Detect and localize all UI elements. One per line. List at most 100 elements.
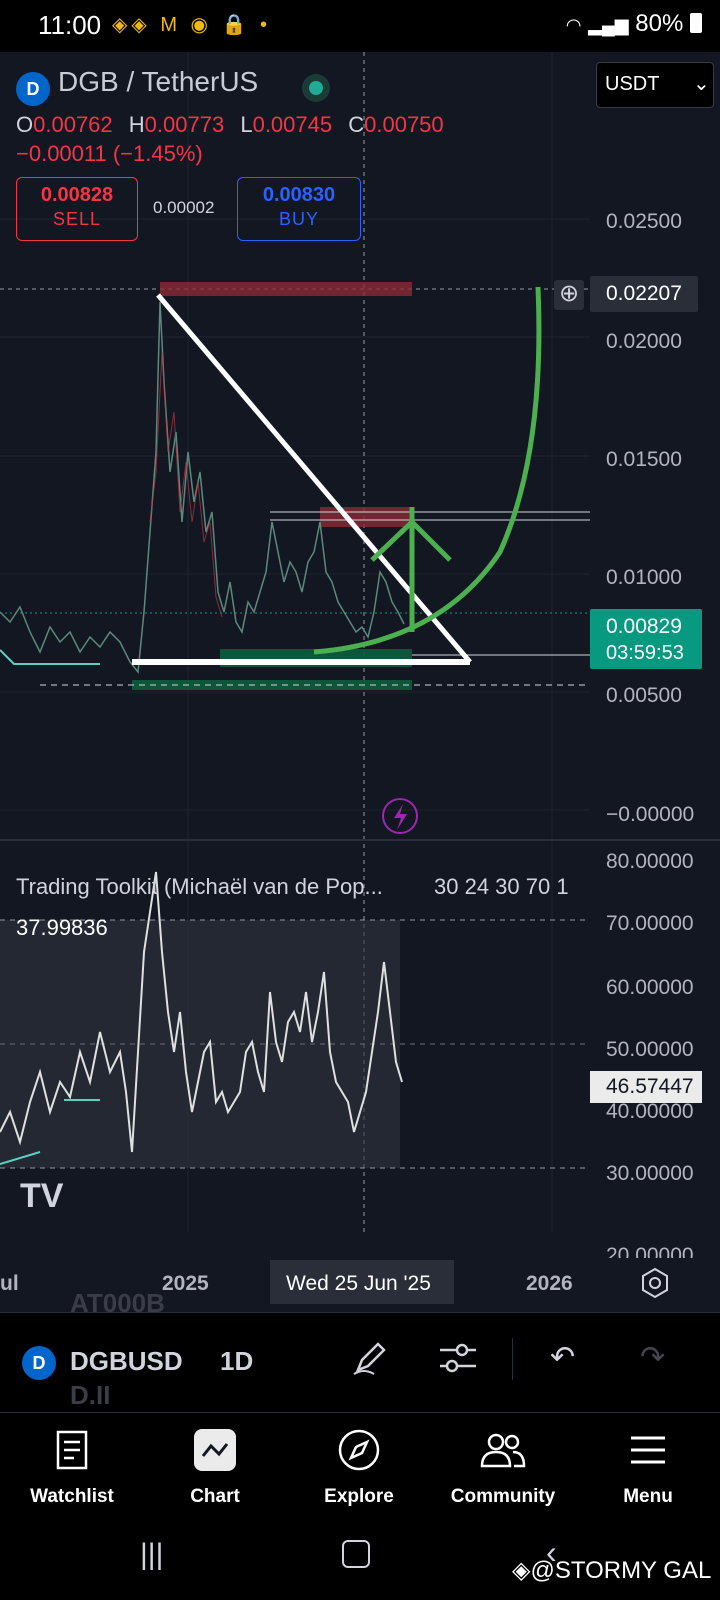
indicator-axis-label: 80.00000 xyxy=(606,850,694,873)
price-axis-label: 0.00500 xyxy=(606,684,682,707)
compass-icon xyxy=(338,1429,380,1471)
watermark-text: @STORMY GAL xyxy=(530,1557,712,1584)
chart-canvas[interactable]: TV xyxy=(0,52,720,1312)
resistance-zone-mid xyxy=(320,507,412,527)
market-status-icon[interactable] xyxy=(302,74,330,102)
nav-label: Menu xyxy=(623,1486,673,1507)
up-arrow-head xyxy=(370,518,452,562)
buy-label: BUY xyxy=(278,209,319,229)
community-icon xyxy=(480,1433,526,1468)
nav-label: Chart xyxy=(190,1486,240,1507)
crosshair-price-tag: 0.02207 xyxy=(590,276,698,312)
time-axis-label: 2026 xyxy=(526,1272,573,1295)
status-time: 11:00 xyxy=(38,10,102,40)
crosshair-price: 0.02207 xyxy=(606,282,682,305)
indicator-params: 30 24 30 70 1 xyxy=(434,874,569,899)
back-icon[interactable]: ‹ xyxy=(546,1534,557,1570)
indicator-current: 46.57447 xyxy=(606,1075,694,1098)
watchlist-icon xyxy=(56,1430,88,1470)
toolbar-symbol[interactable]: DGBUSD xyxy=(70,1346,183,1376)
buy-price: 0.00830 xyxy=(262,184,336,206)
price-axis-label: 0.02500 xyxy=(606,210,682,233)
interval-button[interactable]: 1D xyxy=(220,1346,254,1376)
signal-icon: ▂▄▆ xyxy=(588,15,629,35)
lightning-bolt xyxy=(394,804,407,830)
add-alert-icon[interactable]: ⊕ xyxy=(554,280,584,310)
notification-icons: ◈◈ M ◉ 🔒 • xyxy=(112,14,272,36)
menu-icon xyxy=(631,1436,665,1464)
chart-icon xyxy=(194,1429,236,1471)
lightning-icon[interactable] xyxy=(382,798,418,834)
buy-button[interactable]: 0.00830 BUY xyxy=(237,177,361,241)
price-axis-label: 0.01000 xyxy=(606,566,682,589)
indicator-axis-label: 40.00000 xyxy=(606,1100,694,1123)
time-axis-label: 2025 xyxy=(162,1272,209,1295)
last-price-tag: 0.00829 03:59:53 xyxy=(590,609,702,669)
price-axis-label: −0.00000 xyxy=(606,803,695,826)
descending-trendline xyxy=(156,293,472,664)
toolbar-divider xyxy=(512,1338,513,1380)
indicator-current-tag: 46.57447 xyxy=(590,1071,702,1103)
spread-value: 0.00002 xyxy=(153,198,215,217)
nav-community[interactable]: Community xyxy=(443,1424,563,1508)
nav-watchlist[interactable]: Watchlist xyxy=(12,1424,132,1508)
price-change: −0.00011 (−1.45%) xyxy=(16,141,203,166)
high-value: 0.00773 xyxy=(144,112,225,137)
indicator-settings-icon[interactable] xyxy=(438,1340,478,1376)
status-right: ◠ ▂▄▆ 80% xyxy=(566,10,702,38)
drawing-tool-icon[interactable] xyxy=(350,1338,390,1378)
indicator-axis-label: 20.00000 xyxy=(606,1244,694,1258)
ghost-text: D.II xyxy=(70,1380,111,1410)
open-label: O xyxy=(16,112,34,137)
ghost-text: AT000B xyxy=(70,1288,165,1318)
undo-icon[interactable]: ↶ xyxy=(550,1341,576,1374)
low-value: 0.00745 xyxy=(252,112,333,137)
resistance-zone-top xyxy=(160,282,412,296)
price-series xyxy=(0,301,405,674)
sell-button[interactable]: 0.00828 SELL xyxy=(16,177,138,241)
currency-select[interactable]: USDT ⌄ xyxy=(596,62,714,108)
last-price: 0.00829 xyxy=(606,615,682,638)
battery-level: 80% xyxy=(635,10,684,37)
sell-price: 0.00828 xyxy=(40,184,114,206)
binance-icon: ◈ xyxy=(512,1557,531,1584)
price-series-down xyxy=(149,351,223,618)
indicator-axis-label: 60.00000 xyxy=(606,976,694,999)
open-value: 0.00762 xyxy=(33,112,113,137)
nav-label: Watchlist xyxy=(30,1486,114,1507)
dgb-logo: D xyxy=(16,72,50,106)
time-axis-label: ul xyxy=(0,1272,19,1295)
indicator-axis-label: 50.00000 xyxy=(606,1038,694,1061)
close-label: C xyxy=(348,112,365,137)
price-axis-label: 0.01500 xyxy=(606,448,682,471)
price-axis-label: 0.02000 xyxy=(606,330,682,353)
ohlc-readout: O0.00762 H0.00773 L0.00745 C0.00750 xyxy=(16,112,454,138)
low-label: L xyxy=(240,112,253,137)
recents-icon[interactable]: ||| xyxy=(140,1538,164,1571)
nav-explore[interactable]: Explore xyxy=(299,1424,419,1508)
indicator-title[interactable]: Trading Toolkit (Michaël van de Pop... xyxy=(16,874,383,899)
crosshair-date-tag: Wed 25 Jun '25 xyxy=(270,1260,454,1304)
indicator-axis-label: 70.00000 xyxy=(606,912,694,935)
watermark: ◈@STORMY GAL xyxy=(512,1556,711,1585)
chevron-down-icon: ⌄ xyxy=(693,73,710,95)
symbol-title[interactable]: DGB / TetherUS xyxy=(58,66,259,97)
crosshair-date: Wed 25 Jun '25 xyxy=(286,1272,431,1295)
tradingview-logo: TV xyxy=(20,1177,64,1215)
nav-chart[interactable]: Chart xyxy=(155,1424,275,1508)
close-value: 0.00750 xyxy=(364,112,444,137)
home-icon[interactable] xyxy=(342,1540,370,1568)
indicator-line xyxy=(0,871,403,1153)
indicator-signal-1 xyxy=(0,1151,41,1165)
currency-value: USDT xyxy=(605,73,660,95)
status-bar: 11:00 ◈◈ M ◉ 🔒 • ◠ ▂▄▆ 80% xyxy=(0,0,720,52)
nav-label: Community xyxy=(450,1486,556,1507)
wifi-icon: ◠ xyxy=(565,15,582,35)
nav-menu[interactable]: Menu xyxy=(588,1424,708,1508)
dgb-logo: D xyxy=(22,1346,56,1380)
battery-icon xyxy=(690,13,702,33)
indicator-axis-label: 30.00000 xyxy=(606,1162,694,1185)
chart-settings-icon[interactable] xyxy=(638,1266,672,1300)
redo-icon[interactable]: ↷ xyxy=(640,1341,666,1374)
sell-label: SELL xyxy=(52,209,102,229)
